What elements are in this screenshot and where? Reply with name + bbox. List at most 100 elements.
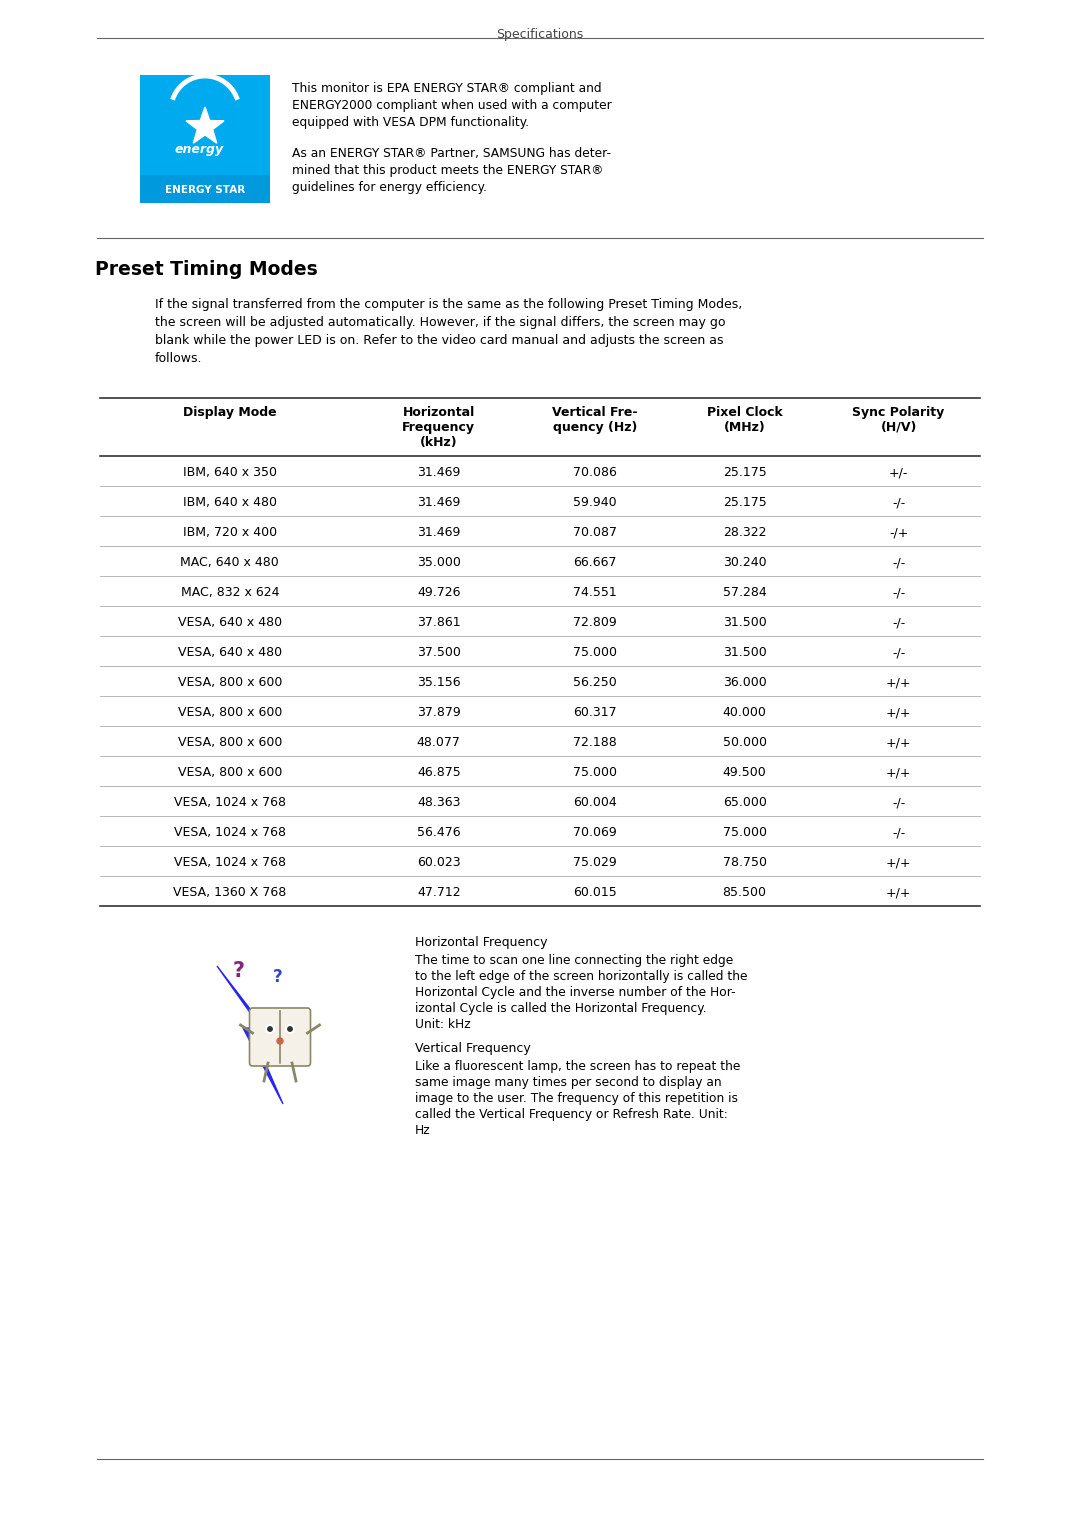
Polygon shape — [217, 967, 283, 1104]
Text: -/-: -/- — [892, 826, 905, 838]
Text: 31.469: 31.469 — [417, 496, 460, 508]
Text: 60.004: 60.004 — [573, 796, 617, 809]
Text: 48.363: 48.363 — [417, 796, 460, 809]
Text: 37.500: 37.500 — [417, 646, 461, 660]
Polygon shape — [186, 107, 224, 144]
Text: 37.879: 37.879 — [417, 705, 461, 719]
Text: 72.809: 72.809 — [573, 615, 617, 629]
Text: Preset Timing Modes: Preset Timing Modes — [95, 260, 318, 279]
Text: 47.712: 47.712 — [417, 886, 460, 899]
Text: (H/V): (H/V) — [880, 421, 917, 434]
Text: mined that this product meets the ENERGY STAR®: mined that this product meets the ENERGY… — [292, 163, 604, 177]
Text: ?: ? — [273, 968, 283, 986]
Text: Hz: Hz — [415, 1124, 431, 1138]
Circle shape — [266, 1025, 274, 1034]
Text: +/+: +/+ — [886, 705, 912, 719]
Circle shape — [276, 1038, 283, 1044]
Text: Unit: kHz: Unit: kHz — [415, 1019, 471, 1031]
Text: VESA, 1024 x 768: VESA, 1024 x 768 — [174, 857, 286, 869]
Text: Pixel Clock: Pixel Clock — [706, 406, 783, 418]
Text: This monitor is EPA ENERGY STAR® compliant and: This monitor is EPA ENERGY STAR® complia… — [292, 82, 602, 95]
Text: ENERGY2000 compliant when used with a computer: ENERGY2000 compliant when used with a co… — [292, 99, 611, 111]
Text: 75.000: 75.000 — [723, 826, 767, 838]
Text: 40.000: 40.000 — [723, 705, 767, 719]
Text: VESA, 1024 x 768: VESA, 1024 x 768 — [174, 826, 286, 838]
Text: 66.667: 66.667 — [573, 556, 617, 570]
Text: -/-: -/- — [892, 615, 905, 629]
FancyBboxPatch shape — [249, 1008, 311, 1066]
Text: Display Mode: Display Mode — [183, 406, 276, 418]
Text: MAC, 832 x 624: MAC, 832 x 624 — [180, 586, 279, 599]
Text: 57.284: 57.284 — [723, 586, 767, 599]
Text: 70.086: 70.086 — [573, 466, 617, 479]
Text: +/+: +/+ — [886, 767, 912, 779]
Text: -/-: -/- — [892, 586, 905, 599]
Text: VESA, 800 x 600: VESA, 800 x 600 — [177, 676, 282, 689]
Text: Like a fluorescent lamp, the screen has to repeat the: Like a fluorescent lamp, the screen has … — [415, 1060, 741, 1073]
Text: 25.175: 25.175 — [723, 496, 767, 508]
Text: to the left edge of the screen horizontally is called the: to the left edge of the screen horizonta… — [415, 970, 747, 983]
Text: 25.175: 25.175 — [723, 466, 767, 479]
Circle shape — [285, 1025, 295, 1034]
Text: guidelines for energy efficiency.: guidelines for energy efficiency. — [292, 182, 487, 194]
Text: Horizontal Cycle and the inverse number of the Hor-: Horizontal Cycle and the inverse number … — [415, 986, 735, 999]
Circle shape — [268, 1026, 272, 1031]
Text: blank while the power LED is on. Refer to the video card manual and adjusts the : blank while the power LED is on. Refer t… — [156, 334, 724, 347]
Text: 70.069: 70.069 — [573, 826, 617, 838]
Text: 37.861: 37.861 — [417, 615, 460, 629]
Text: -/-: -/- — [892, 796, 905, 809]
Text: IBM, 640 x 480: IBM, 640 x 480 — [183, 496, 276, 508]
Text: -/+: -/+ — [889, 525, 908, 539]
Text: Frequency: Frequency — [402, 421, 475, 434]
Text: -/-: -/- — [892, 496, 905, 508]
Text: 70.087: 70.087 — [573, 525, 617, 539]
Text: ?: ? — [233, 960, 245, 980]
Text: VESA, 800 x 600: VESA, 800 x 600 — [177, 767, 282, 779]
Text: 48.077: 48.077 — [417, 736, 461, 750]
Text: 31.500: 31.500 — [723, 615, 767, 629]
Text: 60.317: 60.317 — [573, 705, 617, 719]
Text: 30.240: 30.240 — [723, 556, 767, 570]
Text: +/-: +/- — [889, 466, 908, 479]
Text: As an ENERGY STAR® Partner, SAMSUNG has deter-: As an ENERGY STAR® Partner, SAMSUNG has … — [292, 147, 611, 160]
Circle shape — [287, 1026, 293, 1031]
Text: quency (Hz): quency (Hz) — [553, 421, 637, 434]
FancyBboxPatch shape — [140, 75, 270, 176]
Text: same image many times per second to display an: same image many times per second to disp… — [415, 1077, 721, 1089]
Text: 72.188: 72.188 — [573, 736, 617, 750]
Text: 75.029: 75.029 — [573, 857, 617, 869]
FancyBboxPatch shape — [140, 176, 270, 203]
Text: If the signal transferred from the computer is the same as the following Preset : If the signal transferred from the compu… — [156, 298, 742, 312]
Text: 46.875: 46.875 — [417, 767, 461, 779]
Text: VESA, 800 x 600: VESA, 800 x 600 — [177, 736, 282, 750]
Text: VESA, 1360 X 768: VESA, 1360 X 768 — [173, 886, 286, 899]
Text: IBM, 640 x 350: IBM, 640 x 350 — [183, 466, 276, 479]
Text: +/+: +/+ — [886, 857, 912, 869]
Text: 31.469: 31.469 — [417, 525, 460, 539]
Text: 35.000: 35.000 — [417, 556, 461, 570]
Text: Horizontal Frequency: Horizontal Frequency — [415, 936, 548, 948]
Text: IBM, 720 x 400: IBM, 720 x 400 — [183, 525, 276, 539]
Text: The time to scan one line connecting the right edge: The time to scan one line connecting the… — [415, 954, 733, 967]
Text: 49.726: 49.726 — [417, 586, 460, 599]
Text: +/+: +/+ — [886, 676, 912, 689]
Text: Vertical Fre-: Vertical Fre- — [552, 406, 638, 418]
Text: Sync Polarity: Sync Polarity — [852, 406, 945, 418]
Text: 31.500: 31.500 — [723, 646, 767, 660]
Text: VESA, 640 x 480: VESA, 640 x 480 — [178, 615, 282, 629]
Text: 28.322: 28.322 — [723, 525, 767, 539]
Text: Horizontal: Horizontal — [403, 406, 475, 418]
Text: MAC, 640 x 480: MAC, 640 x 480 — [180, 556, 279, 570]
Text: image to the user. The frequency of this repetition is: image to the user. The frequency of this… — [415, 1092, 738, 1106]
Text: 59.940: 59.940 — [573, 496, 617, 508]
Text: VESA, 800 x 600: VESA, 800 x 600 — [177, 705, 282, 719]
Text: -/-: -/- — [892, 646, 905, 660]
Text: 56.476: 56.476 — [417, 826, 460, 838]
Text: -/-: -/- — [892, 556, 905, 570]
Text: 74.551: 74.551 — [573, 586, 617, 599]
Text: follows.: follows. — [156, 353, 203, 365]
Text: 31.469: 31.469 — [417, 466, 460, 479]
Text: izontal Cycle is called the Horizontal Frequency.: izontal Cycle is called the Horizontal F… — [415, 1002, 706, 1015]
Text: Specifications: Specifications — [497, 27, 583, 41]
Text: 35.156: 35.156 — [417, 676, 460, 689]
